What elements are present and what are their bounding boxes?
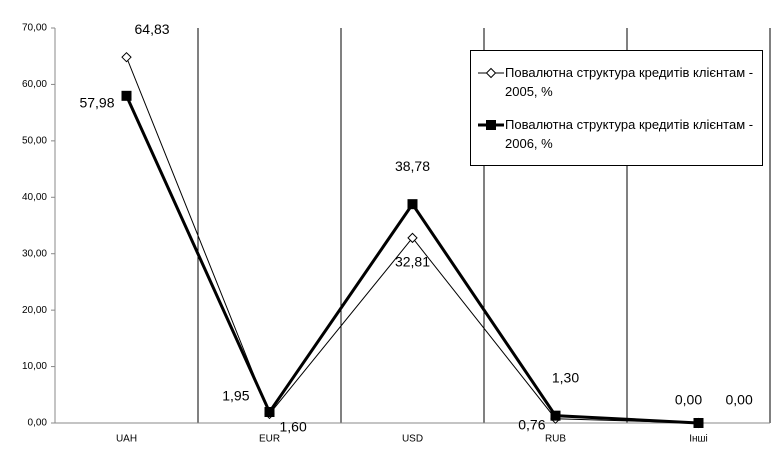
- y-tick-label: 50,00: [22, 135, 47, 146]
- data-label: 0,00: [675, 392, 702, 408]
- legend-symbol: [478, 67, 504, 79]
- legend: Повалютна структура кредитів клієнтам - …: [470, 50, 763, 166]
- marker: [550, 410, 561, 421]
- x-tick-label: USD: [402, 434, 423, 445]
- legend-entry: Повалютна структура кредитів клієнтам - …: [477, 63, 756, 101]
- x-tick-label: Інші: [689, 434, 708, 445]
- data-label: 0,00: [726, 392, 753, 408]
- x-tick-label: RUB: [545, 434, 566, 445]
- data-label: 1,95: [222, 388, 249, 404]
- marker: [693, 418, 704, 428]
- data-label: 0,76: [518, 416, 545, 432]
- data-label: 1,60: [280, 419, 307, 435]
- marker: [121, 90, 132, 101]
- data-label: 1,30: [552, 369, 579, 385]
- x-tick-label: EUR: [259, 434, 280, 445]
- marker: [407, 199, 418, 210]
- data-label: 38,78: [395, 158, 430, 174]
- y-tick-label: 40,00: [22, 192, 47, 203]
- legend-marker: [486, 120, 496, 130]
- legend-symbol: [478, 120, 504, 130]
- y-tick-label: 0,00: [28, 418, 48, 429]
- marker: [407, 232, 418, 244]
- y-tick-label: 70,00: [22, 23, 47, 34]
- y-tick-label: 10,00: [22, 361, 47, 372]
- data-label: 32,81: [395, 254, 430, 270]
- y-tick-label: 20,00: [22, 305, 47, 316]
- marker: [121, 51, 132, 63]
- legend-entry: Повалютна структура кредитів клієнтам - …: [477, 115, 756, 153]
- data-label: 64,83: [135, 21, 170, 37]
- y-tick-label: 60,00: [22, 79, 47, 90]
- legend-label: Повалютна структура кредитів клієнтам - …: [505, 117, 754, 151]
- legend-label: Повалютна структура кредитів клієнтам - …: [505, 65, 754, 99]
- x-tick-label: UAH: [116, 434, 137, 445]
- legend-marker: [485, 67, 497, 79]
- data-label: 57,98: [79, 95, 114, 111]
- marker: [264, 406, 275, 417]
- y-tick-label: 30,00: [22, 248, 47, 259]
